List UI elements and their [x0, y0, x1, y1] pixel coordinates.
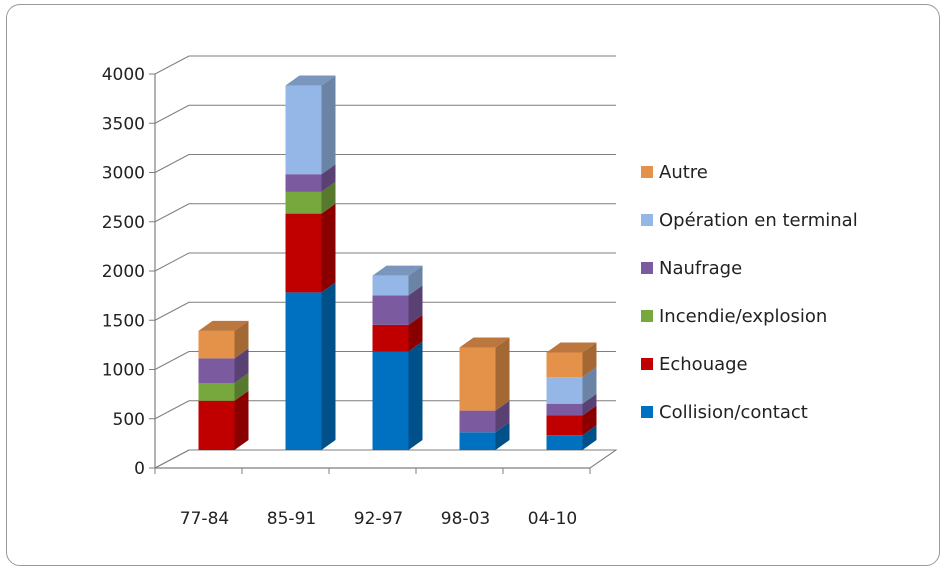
bars [198, 75, 597, 450]
bar-segment-side [321, 164, 336, 192]
bar-segment-side [321, 181, 336, 214]
bar-top [198, 320, 249, 331]
legend-swatch [641, 310, 653, 322]
gridline-side [154, 351, 190, 370]
bar-top [372, 265, 423, 276]
x-axis-edge [589, 449, 617, 469]
bar-segment [285, 191, 322, 214]
bar-segment-side [582, 342, 597, 378]
y-tick-labels: 0 500 1000 1500 2000 2500 3000 3500 4000 [102, 65, 145, 479]
bar-segment-side [321, 75, 336, 175]
x-tick-labels: 77-84 85-91 92-97 98-03 04-10 [180, 509, 577, 529]
legend-swatch [641, 166, 653, 178]
gridline-side [154, 203, 190, 223]
bar-segment-side [408, 314, 423, 352]
legend-label: Collision/contact [659, 401, 808, 423]
bar-segment [459, 347, 496, 411]
legend-item: Collision/contact [641, 400, 858, 424]
y-tick-label: 4000 [102, 65, 145, 85]
legend-label: Autre [659, 161, 708, 183]
bar-segment [459, 432, 496, 450]
legend-swatch [641, 406, 653, 418]
y-tick-label: 500 [113, 410, 145, 430]
y-tick-label: 3000 [102, 164, 145, 184]
legend-swatch [641, 358, 653, 370]
bar-segment-side [582, 425, 597, 450]
axes [149, 73, 617, 474]
legend-item: Autre [641, 160, 858, 184]
bar-segment-side [234, 348, 249, 384]
gridline-side [154, 104, 190, 124]
bar-segment-side [408, 341, 423, 450]
gridline-side [154, 400, 190, 420]
bar-segment [546, 352, 583, 378]
legend-label: Echouage [659, 353, 748, 375]
x-tick-label: 92-97 [354, 509, 403, 529]
y-tick-label: 1000 [102, 361, 145, 381]
bar-segment [285, 85, 322, 175]
x-tick-label: 77-84 [180, 509, 229, 529]
legend-label: Naufrage [659, 257, 743, 279]
gridline-side [154, 252, 190, 272]
bar-segment-side [495, 337, 510, 411]
bar-segment-side [234, 320, 249, 359]
bar-segment [372, 351, 409, 450]
bar-segment-side [321, 203, 336, 293]
legend-swatch [641, 262, 653, 274]
legend-swatch [641, 214, 653, 226]
y-tick-label: 2500 [102, 213, 145, 233]
bar-segment [372, 275, 409, 296]
gridline-side [154, 154, 190, 173]
legend-item: Opération en terminal [641, 208, 858, 232]
bar-segment-side [408, 265, 423, 296]
x-tick-label: 98-03 [441, 509, 490, 529]
floor [154, 449, 618, 469]
bar-segment-side [582, 393, 597, 416]
bar-segment [198, 383, 235, 401]
bar-segment-side [234, 390, 249, 450]
bar-segment [198, 358, 235, 384]
bar-top [285, 75, 336, 86]
bar-segment-side [234, 373, 249, 401]
gridline-side [154, 55, 190, 75]
bar-segment [285, 174, 322, 192]
y-tick-label: 1500 [102, 311, 145, 331]
gridline-side [154, 301, 190, 321]
bar-segment [546, 415, 583, 436]
bar-segment-side [582, 405, 597, 436]
bar-segment-side [321, 282, 336, 450]
bar-segment [198, 400, 235, 450]
bar-segment-side [582, 367, 597, 404]
legend: Autre Opération en terminal Naufrage Incend… [641, 160, 858, 448]
bar-segment [546, 435, 583, 450]
legend-item: Incendie/explosion [641, 304, 858, 328]
bar-segment [285, 292, 322, 450]
bar-segment [459, 410, 496, 433]
bar-segment [546, 377, 583, 404]
legend-label: Incendie/explosion [659, 305, 828, 327]
bar-segment-side [495, 400, 510, 433]
bar-segment [372, 295, 409, 325]
bar-segment [285, 213, 322, 293]
bar-segment-side [495, 422, 510, 450]
x-tick-label: 04-10 [528, 509, 577, 529]
y-tick-label: 2000 [102, 262, 145, 282]
legend-label: Opération en terminal [659, 209, 858, 231]
bar-segment [372, 324, 409, 352]
x-tick-label: 85-91 [267, 509, 316, 529]
gridline-side [154, 449, 190, 469]
legend-item: Naufrage [641, 256, 858, 280]
bar-segment [546, 403, 583, 416]
bar-top [546, 342, 597, 353]
legend-item: Echouage [641, 352, 858, 376]
bar-segment-side [408, 285, 423, 325]
y-tick-label: 3500 [102, 114, 145, 134]
bar-top [459, 337, 510, 348]
y-tick-label: 0 [134, 459, 145, 479]
bar-segment [198, 330, 235, 359]
